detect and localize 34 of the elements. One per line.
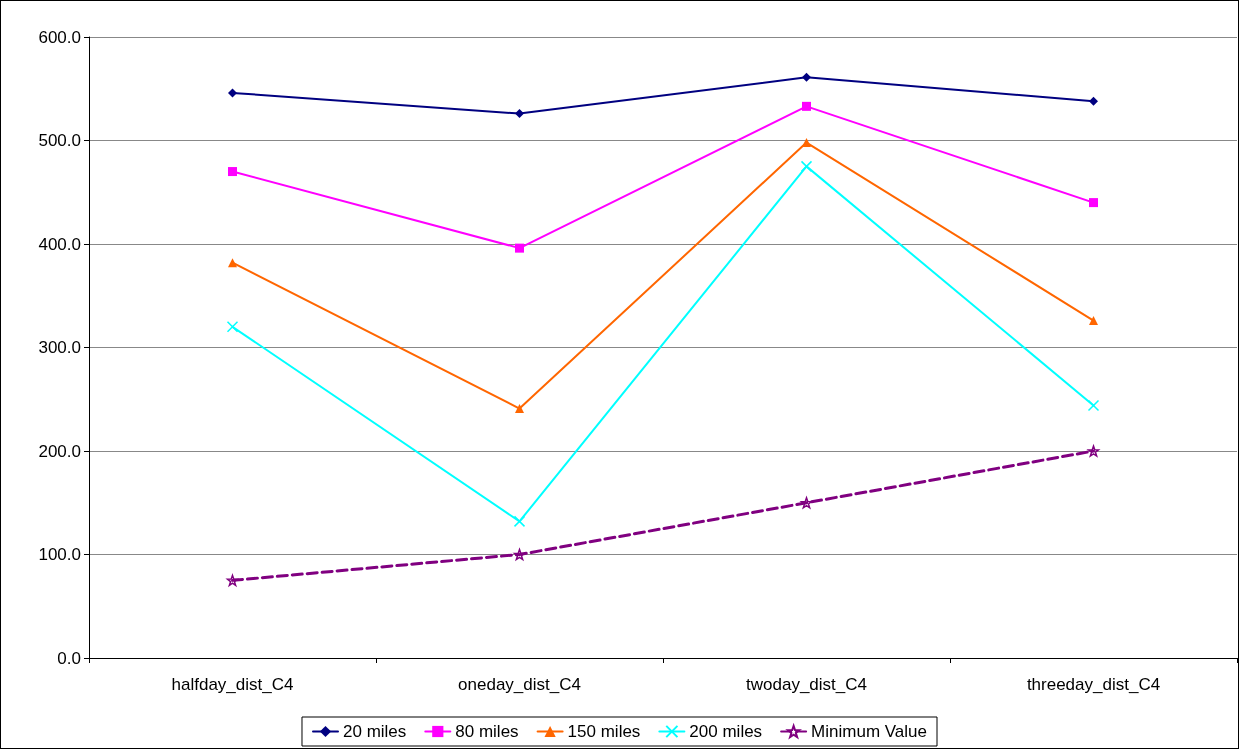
x-tick-label: oneday_dist_C4 bbox=[458, 675, 581, 694]
point bbox=[802, 72, 811, 82]
point bbox=[1089, 96, 1098, 106]
point bbox=[228, 88, 237, 98]
point bbox=[515, 404, 524, 414]
y-tick-label: 100.0 bbox=[38, 545, 81, 564]
legend-label: 200 miles bbox=[689, 722, 763, 741]
y-tick-label: 0.0 bbox=[57, 648, 81, 668]
y-tick-label: 400.0 bbox=[38, 234, 81, 254]
legend-label: 80 miles bbox=[455, 722, 519, 741]
point bbox=[800, 160, 813, 173]
point bbox=[802, 101, 811, 111]
legend-label: Minimum Value bbox=[811, 722, 928, 741]
legend-label: 20 miles bbox=[343, 722, 407, 741]
y-tick-label: 600.0 bbox=[38, 27, 81, 47]
legend-label: 150 miles bbox=[567, 722, 641, 741]
point bbox=[515, 243, 524, 253]
point bbox=[226, 321, 239, 333]
point bbox=[228, 167, 237, 177]
x-tick-label: twoday_dist_C4 bbox=[746, 675, 867, 694]
point bbox=[515, 109, 524, 119]
point bbox=[513, 515, 526, 528]
y-tick-label: 500.0 bbox=[38, 131, 81, 150]
point bbox=[1089, 316, 1098, 326]
x-tick-label: threeday_dist_C4 bbox=[1026, 675, 1161, 694]
point bbox=[228, 258, 237, 268]
point bbox=[1089, 198, 1098, 208]
y-tick-label: 300.0 bbox=[38, 338, 81, 357]
x-tick-label: halfday_dist_C4 bbox=[171, 675, 294, 694]
point bbox=[1087, 445, 1100, 457]
y-tick-label: 200.0 bbox=[38, 441, 81, 461]
point bbox=[802, 138, 811, 148]
point bbox=[1087, 399, 1100, 412]
point bbox=[226, 574, 239, 587]
